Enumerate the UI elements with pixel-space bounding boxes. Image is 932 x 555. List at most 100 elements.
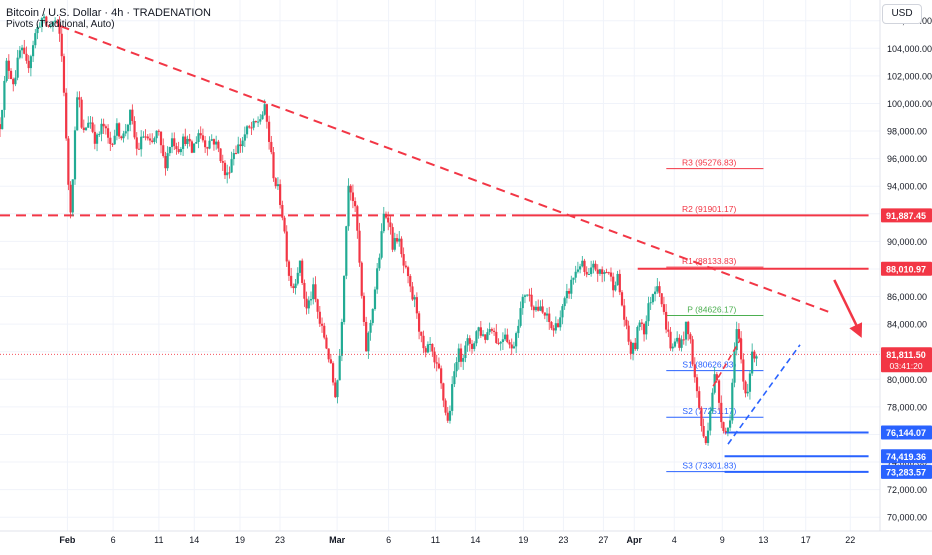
candle-body [629, 341, 632, 354]
candle-body [93, 131, 96, 144]
candle-body [594, 263, 597, 270]
candle-body [365, 321, 368, 352]
candle-body [283, 217, 286, 232]
time-tick-label: 14 [470, 535, 480, 545]
candle-body [526, 294, 529, 296]
candle-body [731, 382, 734, 421]
candle-body [259, 119, 262, 122]
candle-body [274, 178, 277, 187]
candle-body [488, 329, 491, 333]
candle-body [420, 331, 423, 336]
candle-body [444, 400, 447, 413]
candle-body [548, 313, 551, 323]
candle-body [113, 135, 116, 145]
candle-body [23, 47, 26, 54]
time-tick-label: 6 [111, 535, 116, 545]
pivot-label-S3: S3 (73301.83) [682, 461, 736, 471]
candle-body [144, 136, 147, 138]
candle-body [598, 269, 602, 274]
candle-body [466, 338, 469, 346]
candle-body [422, 335, 425, 349]
candle-body [323, 325, 326, 338]
current-price-tag [881, 347, 932, 373]
candle-body [623, 305, 626, 320]
candle-body [16, 57, 19, 78]
time-axis[interactable]: Feb 6 11 14 19 23 Mar 6 11 14 19 23 27 Apr 4 9 13 17 22 [59, 535, 855, 545]
price-tick-label: 72,000.00 [887, 485, 927, 495]
candle-body [473, 343, 476, 349]
candle-body [523, 295, 527, 297]
candle-body [543, 312, 546, 316]
indicator-legend[interactable]: Pivots (Traditional, Auto) [6, 19, 115, 30]
candle-body [279, 184, 282, 205]
candle-body [1, 109, 4, 130]
candle-body [226, 172, 229, 176]
candle-body [585, 271, 588, 275]
candle-body [590, 267, 593, 274]
candle-body [704, 436, 707, 443]
candle-body [84, 127, 88, 131]
time-tick-label: 14 [189, 535, 199, 545]
candle-body [561, 306, 564, 318]
candle-body [737, 329, 741, 339]
candle-body [56, 20, 59, 24]
candle-body [58, 23, 61, 34]
symbol-title[interactable]: Bitcoin / U.S. Dollar · 4h · TRADENATION [6, 7, 211, 19]
candle-body [131, 109, 134, 121]
candle-body [673, 341, 677, 347]
candle-body [95, 134, 99, 144]
candle-body [462, 358, 465, 362]
time-tick-label: 6 [386, 535, 391, 545]
candle-body [459, 348, 463, 362]
currency-button[interactable]: USD [882, 4, 922, 24]
candle-body [720, 402, 723, 423]
candle-body [201, 135, 205, 141]
candle-body [76, 97, 79, 131]
candle-body [717, 380, 721, 403]
candle-body [384, 213, 388, 218]
candle-body [581, 260, 584, 267]
candle-body [206, 147, 209, 149]
candle-body [539, 306, 542, 311]
candle-body [265, 104, 268, 122]
candle-body [517, 325, 520, 334]
candle-body [492, 330, 496, 332]
candle-body [499, 342, 502, 344]
candle-body [576, 269, 579, 272]
time-tick-label: Apr [627, 535, 643, 545]
candle-body [7, 60, 10, 71]
candle-body [318, 311, 321, 324]
price-tick-label: 78,000.00 [887, 402, 927, 412]
candle-body [272, 152, 275, 179]
candle-body [371, 309, 374, 323]
candle-body [62, 56, 66, 93]
candle-body [212, 139, 216, 145]
candle-body [45, 16, 48, 26]
candle-body [382, 213, 385, 232]
candle-body [400, 238, 403, 255]
candle-body [168, 147, 171, 154]
candle-body [250, 127, 253, 129]
price-tick-label: 84,000.00 [887, 320, 927, 330]
candles[interactable] [0, 13, 758, 446]
candle-body [455, 362, 458, 372]
candle-body [583, 260, 586, 272]
candle-body [515, 333, 518, 347]
candle-body [424, 348, 427, 353]
candle-body [579, 266, 582, 270]
candle-body [587, 273, 591, 275]
candle-body [89, 122, 92, 124]
candle-body [658, 286, 661, 294]
time-tick-label: 27 [598, 535, 608, 545]
candle-body [446, 412, 449, 421]
candle-body [596, 269, 599, 274]
candle-body [645, 321, 648, 335]
pivot-label-R2: R2 (91901.17) [682, 204, 737, 214]
candle-body [296, 272, 299, 284]
candle-body [751, 351, 754, 374]
candle-body [413, 297, 416, 300]
candle-body [464, 345, 467, 359]
candle-body [164, 156, 167, 169]
